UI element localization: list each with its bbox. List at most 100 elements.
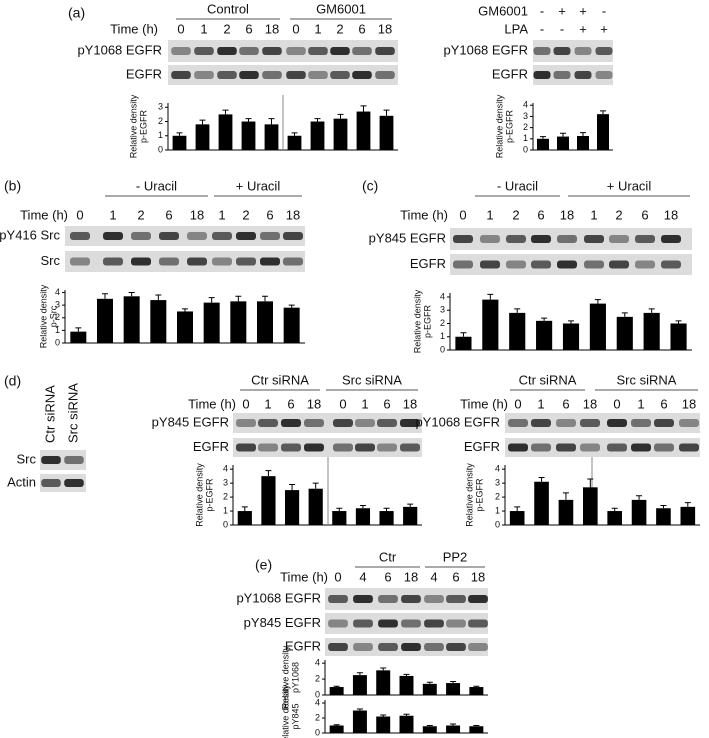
blot-band bbox=[635, 235, 655, 243]
treatment-label: LPA bbox=[504, 21, 528, 36]
blot-band bbox=[103, 232, 123, 240]
blot-band bbox=[304, 443, 324, 452]
time-value: 0 bbox=[292, 21, 299, 36]
blot-band bbox=[661, 260, 681, 269]
blot-band bbox=[187, 232, 207, 240]
error-bar bbox=[288, 304, 295, 308]
bar bbox=[562, 323, 580, 350]
blot-band bbox=[260, 257, 280, 266]
error-bar bbox=[660, 504, 667, 509]
treatment-sign: + bbox=[600, 21, 608, 36]
blot-band bbox=[171, 71, 191, 79]
error-bar bbox=[383, 507, 390, 512]
row-label: Src bbox=[17, 451, 37, 466]
bar bbox=[446, 683, 461, 695]
blot-band bbox=[424, 619, 444, 628]
blot-band bbox=[41, 479, 61, 487]
bar bbox=[680, 506, 696, 525]
time-value: 6 bbox=[358, 21, 365, 36]
row-label: pY845 EGFR bbox=[244, 615, 321, 630]
y-tick-label: 1 bbox=[158, 130, 163, 140]
blot-band bbox=[377, 419, 397, 427]
row-label: pY1068 EGFR bbox=[236, 590, 321, 605]
blot-band bbox=[217, 47, 237, 55]
y-tick-label: 0 bbox=[223, 519, 228, 529]
bar bbox=[509, 511, 525, 525]
error-bar bbox=[291, 132, 298, 136]
blot-band bbox=[353, 643, 373, 651]
bar bbox=[670, 323, 687, 350]
y-axis-label: Relative density bbox=[412, 289, 422, 353]
y-tick-label: 4 bbox=[440, 291, 445, 301]
time-value: 18 bbox=[471, 569, 485, 584]
bar bbox=[589, 303, 606, 350]
row-label: pY416 Src bbox=[0, 227, 60, 242]
bar bbox=[469, 687, 484, 695]
treatment-sign: - bbox=[540, 3, 544, 18]
error-bar bbox=[176, 132, 183, 136]
y-axis-label: Relative density bbox=[194, 463, 204, 527]
blot-band bbox=[308, 71, 328, 79]
blot-band bbox=[217, 71, 237, 79]
blot-band bbox=[281, 443, 301, 452]
bar bbox=[329, 687, 344, 695]
blot-strip bbox=[533, 65, 613, 85]
row-label: EGFR bbox=[193, 439, 229, 454]
panel-label: (b) bbox=[4, 178, 21, 194]
blot-band bbox=[159, 232, 179, 240]
bar bbox=[403, 506, 418, 525]
blot-band bbox=[506, 235, 526, 243]
blot-band bbox=[635, 260, 655, 269]
error-bar bbox=[333, 685, 340, 688]
y-tick-label: 2 bbox=[440, 318, 445, 328]
blot-band bbox=[607, 443, 627, 452]
time-value: 2 bbox=[223, 21, 230, 36]
blot-band bbox=[353, 595, 373, 603]
bar bbox=[379, 511, 394, 525]
blot-band bbox=[631, 443, 651, 452]
blot-band bbox=[531, 235, 551, 243]
bar bbox=[172, 135, 187, 150]
blot-band bbox=[468, 619, 488, 628]
bar bbox=[332, 511, 347, 525]
blot-band bbox=[281, 419, 301, 427]
time-value: 2 bbox=[242, 207, 249, 222]
error-bar bbox=[450, 723, 457, 726]
y-tick-label: 1 bbox=[523, 133, 528, 143]
blot-band bbox=[654, 419, 674, 427]
blot-band bbox=[654, 443, 674, 452]
blot-band bbox=[574, 47, 592, 55]
time-value: 0 bbox=[177, 21, 184, 36]
blot-band bbox=[236, 419, 256, 427]
time-value: 18 bbox=[190, 207, 204, 222]
blot-band bbox=[679, 419, 699, 427]
blot-band bbox=[446, 595, 466, 603]
error-bar bbox=[594, 299, 601, 304]
blot-strip bbox=[168, 40, 398, 62]
error-bar bbox=[102, 293, 108, 299]
bar bbox=[534, 481, 549, 525]
bar bbox=[446, 725, 461, 733]
bar bbox=[509, 312, 526, 350]
time-value: 18 bbox=[265, 21, 279, 36]
blot-band bbox=[236, 443, 256, 452]
time-label: Time (h) bbox=[188, 396, 236, 411]
blot-strip bbox=[40, 450, 86, 470]
y-tick-label: 2 bbox=[523, 122, 528, 132]
blot-strip bbox=[168, 65, 398, 85]
bar bbox=[308, 488, 323, 525]
blot-band bbox=[283, 232, 303, 240]
blot-band bbox=[531, 443, 551, 452]
y-tick-label: 0 bbox=[523, 144, 528, 154]
error-bar bbox=[359, 504, 366, 509]
time-value: 0 bbox=[459, 207, 466, 222]
group-label: - Uracil bbox=[136, 178, 177, 193]
error-bar bbox=[155, 294, 162, 301]
error-bar bbox=[289, 484, 296, 491]
y-axis-label: Relative density bbox=[128, 94, 138, 158]
y-axis-label: Relative density bbox=[464, 463, 474, 527]
error-bar bbox=[587, 478, 594, 488]
error-bar bbox=[540, 136, 546, 139]
bar bbox=[536, 320, 553, 350]
blot-band bbox=[239, 71, 259, 79]
